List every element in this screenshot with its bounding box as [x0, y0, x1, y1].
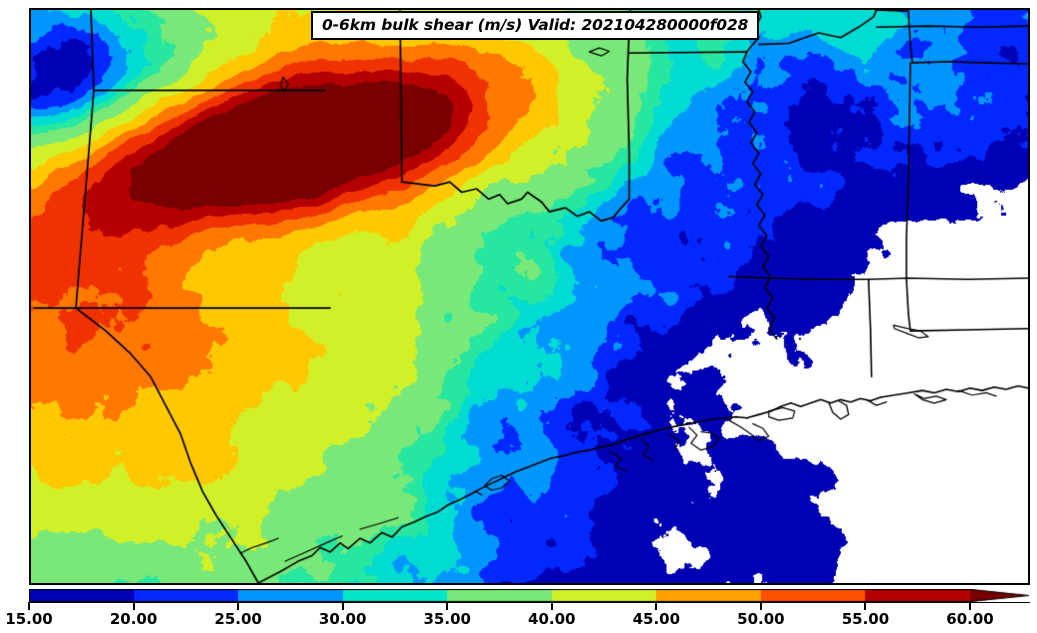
colorbar-gradient	[29, 589, 1030, 602]
colorbar-tick-label: 60.00	[946, 610, 994, 628]
colorbar-tick	[446, 602, 449, 610]
colorbar-tick-label: 20.00	[109, 610, 158, 628]
colorbar-axis	[28, 602, 1030, 610]
colorbar-tick	[341, 602, 344, 610]
plot-title: 0-6km bulk shear (m/s) Valid: 2021042800…	[322, 16, 749, 34]
colorbar-tick	[550, 602, 553, 610]
colorbar-tick-label: 40.00	[528, 610, 576, 628]
colorbar-tick-labels: 15.00 20.00 25.00 30.00 35.00 40.00 45.00 50.00…	[0, 610, 1037, 632]
map-plot-area	[29, 8, 1030, 585]
colorbar-tick	[237, 602, 240, 610]
shear-contour-field	[31, 10, 1028, 583]
colorbar-tick-label: 35.00	[423, 610, 471, 628]
plot-title-box: 0-6km bulk shear (m/s) Valid: 2021042800…	[311, 11, 760, 40]
colorbar-tick	[655, 602, 658, 610]
colorbar-tick-label: 45.00	[632, 610, 681, 628]
colorbar-tick	[132, 602, 135, 610]
colorbar-tick-label: 15.00	[5, 610, 53, 628]
colorbar-tick-label: 55.00	[841, 610, 890, 628]
colorbar-tick-label: 30.00	[318, 610, 367, 628]
colorbar-tick	[864, 602, 867, 610]
colorbar	[29, 589, 1030, 602]
colorbar-tick	[759, 602, 762, 610]
colorbar-axis-line	[29, 602, 1030, 603]
colorbar-tick	[969, 602, 971, 610]
colorbar-tick-label: 25.00	[214, 610, 262, 628]
colorbar-tick	[28, 602, 30, 610]
colorbar-tick-label: 50.00	[737, 610, 785, 628]
